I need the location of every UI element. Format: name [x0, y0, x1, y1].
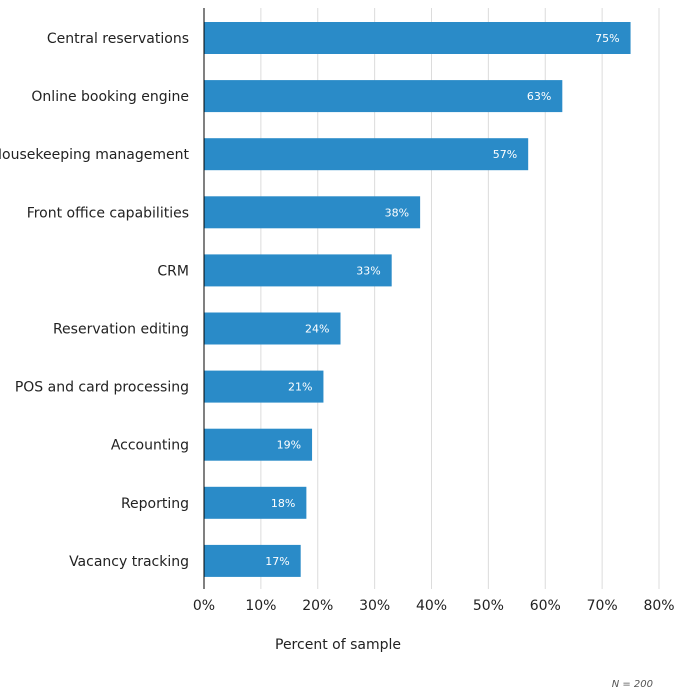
category-label: Front office capabilities [27, 205, 189, 221]
x-axis-title: Percent of sample [275, 637, 401, 653]
x-tick-label: 50% [473, 598, 504, 614]
bar-value-label: 63% [527, 90, 551, 103]
x-tick-label: 30% [359, 598, 390, 614]
bars: 75% 63% 57% 38% 33% 24% 21% 19% 18% 17% [204, 22, 631, 577]
category-labels: Central reservations Online booking engin… [0, 31, 190, 570]
bar-value-label: 19% [277, 439, 301, 452]
x-tick-labels: 0% 10% 20% 30% 40% 50% 60% 70% 80% [193, 598, 675, 614]
bar-value-label: 17% [265, 555, 289, 568]
bar [204, 138, 529, 171]
bar-value-label: 24% [305, 323, 329, 336]
bar [204, 428, 313, 461]
bar [204, 486, 307, 519]
x-tick-label: 80% [643, 598, 674, 614]
bar-value-label: 21% [288, 381, 312, 394]
bar [204, 370, 324, 403]
category-label: Online booking engine [31, 89, 189, 105]
bar-value-label: 75% [595, 32, 619, 45]
bar [204, 80, 563, 113]
bar [204, 22, 631, 54]
x-tick-label: 0% [193, 598, 215, 614]
category-label: Vacancy tracking [69, 554, 189, 570]
bar-value-label: 38% [385, 206, 409, 219]
category-label: Housekeeping management [0, 147, 190, 163]
bar [204, 544, 301, 577]
category-label: Reservation editing [53, 322, 189, 338]
x-tick-label: 10% [245, 598, 276, 614]
category-label: Accounting [111, 438, 189, 454]
x-tick-label: 20% [302, 598, 333, 614]
bar-value-label: 57% [493, 148, 517, 161]
sample-size-note: N = 200 [612, 679, 653, 690]
x-tick-label: 70% [587, 598, 618, 614]
x-tick-label: 60% [530, 598, 561, 614]
bar [204, 312, 341, 345]
bar [204, 254, 392, 287]
category-label: Central reservations [47, 31, 189, 47]
category-label: Reporting [121, 496, 189, 512]
bar-value-label: 18% [271, 497, 295, 510]
category-label: POS and card processing [15, 380, 189, 396]
category-label: CRM [157, 263, 189, 279]
bar-value-label: 33% [356, 264, 380, 277]
bar [204, 196, 421, 229]
x-tick-label: 40% [416, 598, 447, 614]
